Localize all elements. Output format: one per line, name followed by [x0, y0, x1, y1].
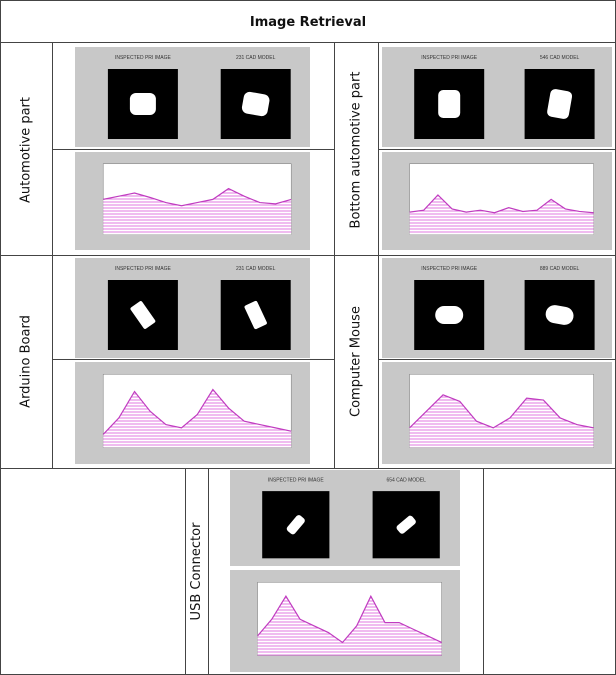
retrieval-images: INSPECTED PRI IMAGE 546 CAD MODEL [382, 47, 612, 250]
model-label: 654 CAD MODEL [386, 478, 426, 484]
model-label: 231 CAD MODEL [236, 266, 276, 272]
model-shape [438, 90, 460, 118]
retrieval-images: INSPECTED PRI IMAGE 231 CAD MODEL [75, 258, 310, 464]
query-label: INSPECTED PRI IMAGE [421, 266, 478, 272]
row-label: Computer Mouse [349, 306, 364, 417]
retrieval-images: INSPECTED PRI IMAGE 889 CAD MODEL [382, 258, 612, 464]
model-shape [435, 306, 463, 324]
figure-table: Image Retrieval Automotive part INSPECTED… [0, 0, 616, 675]
row-label: Arduino Board [19, 315, 34, 408]
query-label: INSPECTED PRI IMAGE [115, 55, 172, 61]
model-label: 889 CAD MODEL [540, 266, 580, 272]
table-title: Image Retrieval [250, 15, 366, 30]
row-label: Automotive part [19, 97, 34, 203]
model-label: 231 CAD MODEL [236, 55, 276, 61]
retrieval-images: INSPECTED PRI IMAGE 231 CAD MODEL [75, 47, 310, 250]
model-label: 546 CAD MODEL [540, 55, 580, 61]
retrieval-images: INSPECTED PRI IMAGE 654 CAD MODEL [230, 470, 460, 672]
model-shape [130, 93, 156, 115]
query-label: INSPECTED PRI IMAGE [268, 478, 325, 484]
row-label: Bottom automotive part [349, 72, 364, 229]
row-label: USB Connector [189, 522, 204, 621]
query-label: INSPECTED PRI IMAGE [421, 55, 478, 61]
query-label: INSPECTED PRI IMAGE [115, 266, 172, 272]
